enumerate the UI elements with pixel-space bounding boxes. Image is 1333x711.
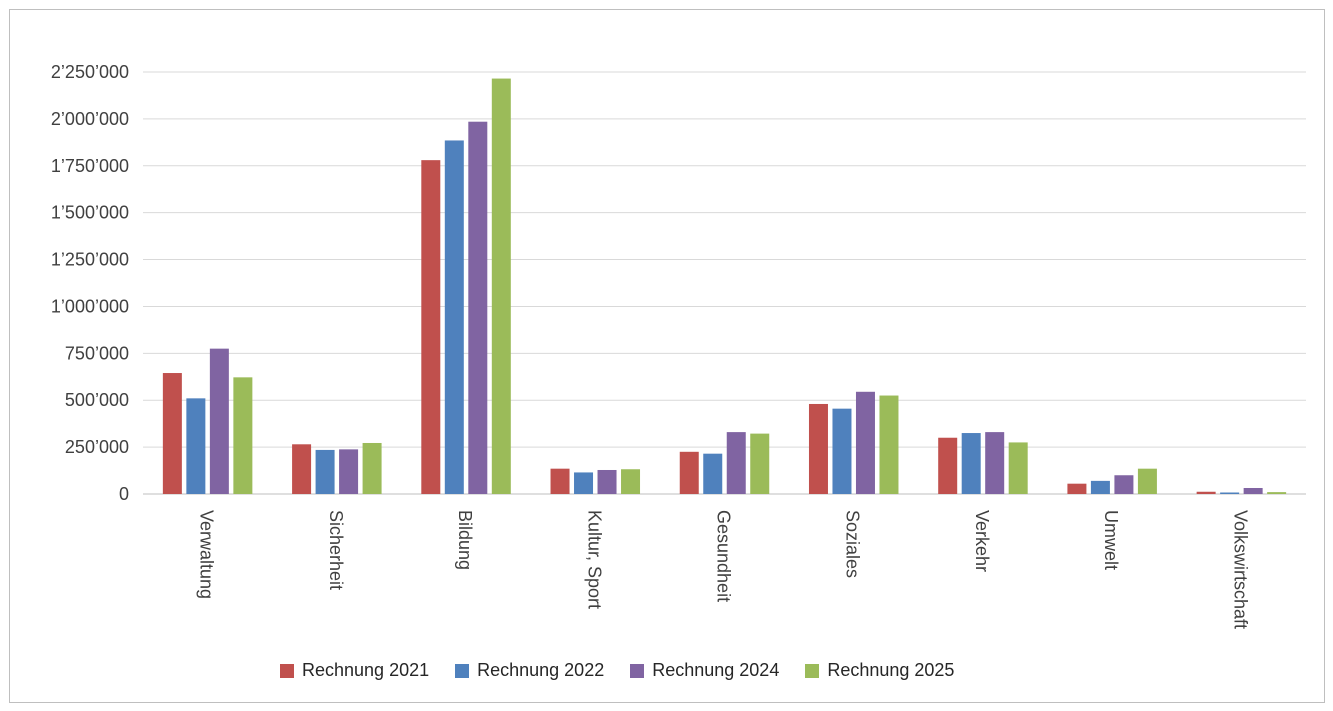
bar xyxy=(879,395,899,494)
legend-label: Rechnung 2024 xyxy=(652,660,780,680)
bar xyxy=(550,468,570,494)
x-tick-label: Gesundheit xyxy=(714,510,734,602)
legend-swatch xyxy=(280,663,294,678)
bar xyxy=(726,432,746,494)
bar xyxy=(855,391,875,494)
bar xyxy=(209,348,229,494)
legend: Rechnung 2021 Rechnung 2022 Rechnung 2024 R… xyxy=(280,660,954,681)
bar xyxy=(444,140,464,495)
bar xyxy=(597,469,617,494)
x-tick-label: Bildung xyxy=(455,510,475,570)
bar xyxy=(621,469,641,494)
bar xyxy=(468,121,488,495)
bar xyxy=(315,449,335,494)
y-tick-label: 0 xyxy=(119,484,129,504)
y-tick-label: 1’250’000 xyxy=(51,250,129,270)
y-axis-tick-labels: 0 250’000 500’000 750’000 1’000’000 1’250’000… xyxy=(51,62,129,504)
bar xyxy=(1114,475,1134,494)
bar xyxy=(292,444,312,494)
x-tick-label: Sicherheit xyxy=(326,510,346,590)
y-tick-label: 2’000’000 xyxy=(51,109,129,129)
legend-item: Rechnung 2024 xyxy=(630,660,779,681)
legend-item: Rechnung 2022 xyxy=(455,660,604,681)
bar xyxy=(808,403,828,494)
bar-chart: 0 250’000 500’000 750’000 1’000’000 1’250’000… xyxy=(51,62,1306,629)
bar xyxy=(938,437,958,494)
bars xyxy=(162,78,1287,495)
legend-item: Rechnung 2021 xyxy=(280,660,429,681)
y-tick-label: 500’000 xyxy=(65,390,129,410)
bar xyxy=(339,449,359,494)
bar xyxy=(421,160,441,494)
bar xyxy=(186,398,206,494)
bar xyxy=(703,453,723,494)
bar xyxy=(679,451,699,494)
x-tick-label: Soziales xyxy=(843,510,863,578)
bar xyxy=(1267,492,1287,494)
bar xyxy=(1090,480,1110,494)
bar xyxy=(574,472,594,494)
bar xyxy=(750,433,770,494)
y-tick-label: 750’000 xyxy=(65,343,129,363)
y-tick-label: 1’000’000 xyxy=(51,296,129,316)
bar xyxy=(985,432,1005,494)
legend-swatch xyxy=(630,663,645,678)
chart-frame: 0 250’000 500’000 750’000 1’000’000 1’250’000… xyxy=(9,9,1325,703)
bar xyxy=(1196,491,1216,494)
bar xyxy=(1008,442,1028,494)
x-axis-tick-labels: Verwaltung Sicherheit Bildung Kultur, Sport… xyxy=(197,510,1251,629)
y-tick-label: 250’000 xyxy=(65,437,129,457)
legend-label: Rechnung 2025 xyxy=(827,660,955,680)
legend-label: Rechnung 2021 xyxy=(302,660,430,680)
legend-item: Rechnung 2025 xyxy=(805,660,954,681)
y-tick-label: 2’250’000 xyxy=(51,62,129,82)
x-tick-label: Umwelt xyxy=(1101,510,1121,570)
legend-label: Rechnung 2022 xyxy=(477,660,605,680)
bar xyxy=(832,408,852,494)
x-tick-label: Verwaltung xyxy=(197,510,217,599)
bar xyxy=(1137,468,1157,494)
x-tick-label: Verkehr xyxy=(972,510,992,572)
bar xyxy=(961,433,981,494)
bar xyxy=(1067,483,1087,494)
bar xyxy=(491,78,511,494)
y-tick-label: 1’750’000 xyxy=(51,156,129,176)
gridlines xyxy=(143,71,1306,495)
bar xyxy=(362,442,382,494)
x-tick-label: Kultur, Sport xyxy=(584,510,604,609)
x-tick-label: Volkswirtschaft xyxy=(1230,510,1250,629)
y-tick-label: 1’500’000 xyxy=(51,203,129,223)
legend-swatch xyxy=(805,663,820,678)
bar xyxy=(1243,487,1263,494)
legend-swatch xyxy=(455,663,470,678)
bar xyxy=(1220,492,1240,494)
bar xyxy=(162,373,182,494)
bar xyxy=(233,377,253,494)
